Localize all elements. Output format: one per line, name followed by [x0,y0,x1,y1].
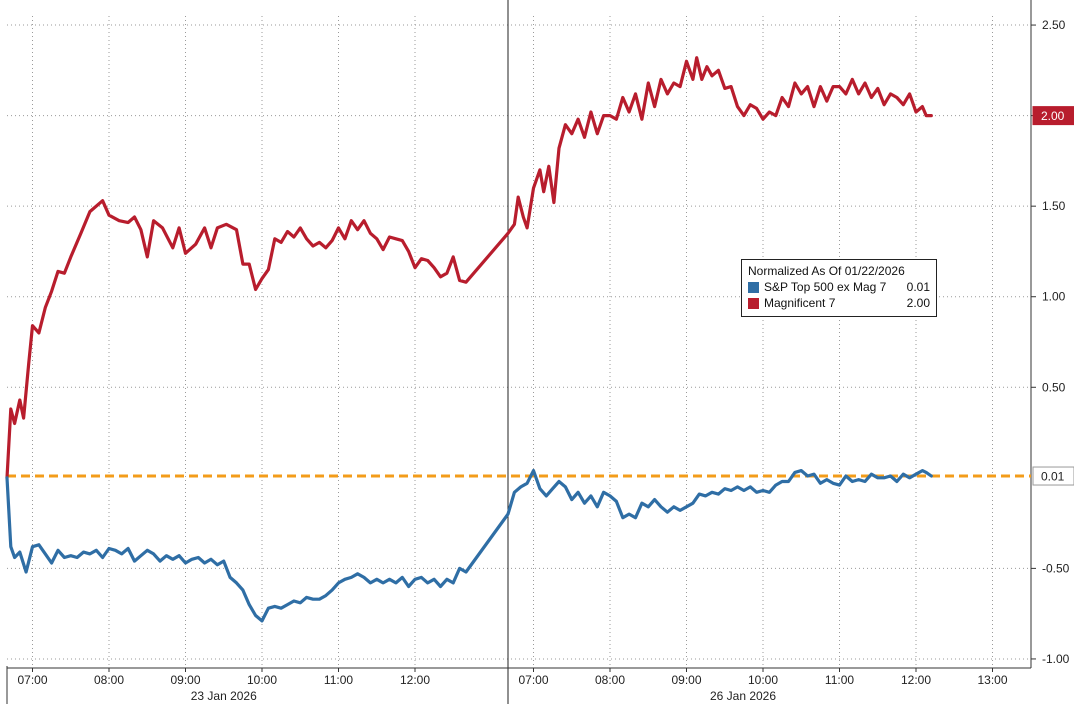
axes: 2.50 2.00 1.50 1.00 0.50 -0.50 -1.00 07:00 08:00… [6,0,1070,704]
last-value-tags: 2.00 0.01 [1032,106,1074,486]
legend-entry-value: 0.01 [906,280,930,294]
x-tick-label: 11:00 [324,673,353,687]
x-tick-label: 09:00 [671,673,701,687]
series-line [5,56,933,480]
y-tick-label: -1.00 [1042,652,1070,666]
x-tick-label: 07:00 [17,673,47,687]
last-value-tag: 2.00 [1032,106,1074,126]
x-tick-label: 07:00 [518,673,548,687]
x-tick-label: 09:00 [170,673,200,687]
x-tick-label: 12:00 [400,673,430,687]
last-value-tag-text: 2.00 [1041,109,1065,123]
legend-title: Normalized As Of 01/22/2026 [748,264,905,278]
x-date-label: 23 Jan 2026 [191,689,257,703]
legend: Normalized As Of 01/22/2026 S&P Top 500 … [741,259,937,317]
x-tick-label: 10:00 [247,673,277,687]
y-tick-label: 2.50 [1042,18,1066,32]
last-value-tag-box [1032,466,1074,486]
series-line [5,469,933,623]
series-magnificent-7 [5,56,933,480]
x-tick-label: 13:00 [977,673,1007,687]
x-tick-label: 10:00 [748,673,778,687]
gridlines [7,16,1031,668]
y-tick-label: -0.50 [1042,561,1070,575]
y-tick-label: 0.50 [1042,380,1066,394]
series-layer [5,56,933,623]
legend-entry-name: S&P Top 500 ex Mag 7 [764,280,887,294]
x-tick-label: 12:00 [901,673,931,687]
last-value-tag: 0.01 [1032,466,1074,486]
legend-entry-sp500-ex-mag7: S&P Top 500 ex Mag 7 0.01 [748,279,930,295]
x-tick-label: 08:00 [94,673,124,687]
last-value-tag-text: 0.01 [1041,470,1065,484]
x-date-label: 26 Jan 2026 [710,689,776,703]
legend-swatch-magnificent-7 [748,297,759,309]
x-tick-label: 08:00 [595,673,625,687]
legend-entry-magnificent-7: Magnificent 7 2.00 [748,295,930,311]
x-tick-label: 11:00 [825,673,854,687]
legend-entry-name: Magnificent 7 [764,296,836,310]
y-tick-label: 1.50 [1042,199,1066,213]
legend-swatch-sp500-ex-mag7 [748,281,759,293]
series-s-p-top-500-ex-mag-7 [5,469,933,623]
y-tick-label: 1.00 [1042,290,1066,304]
last-value-tag-box [1032,106,1074,126]
legend-entry-value: 2.00 [906,296,930,310]
